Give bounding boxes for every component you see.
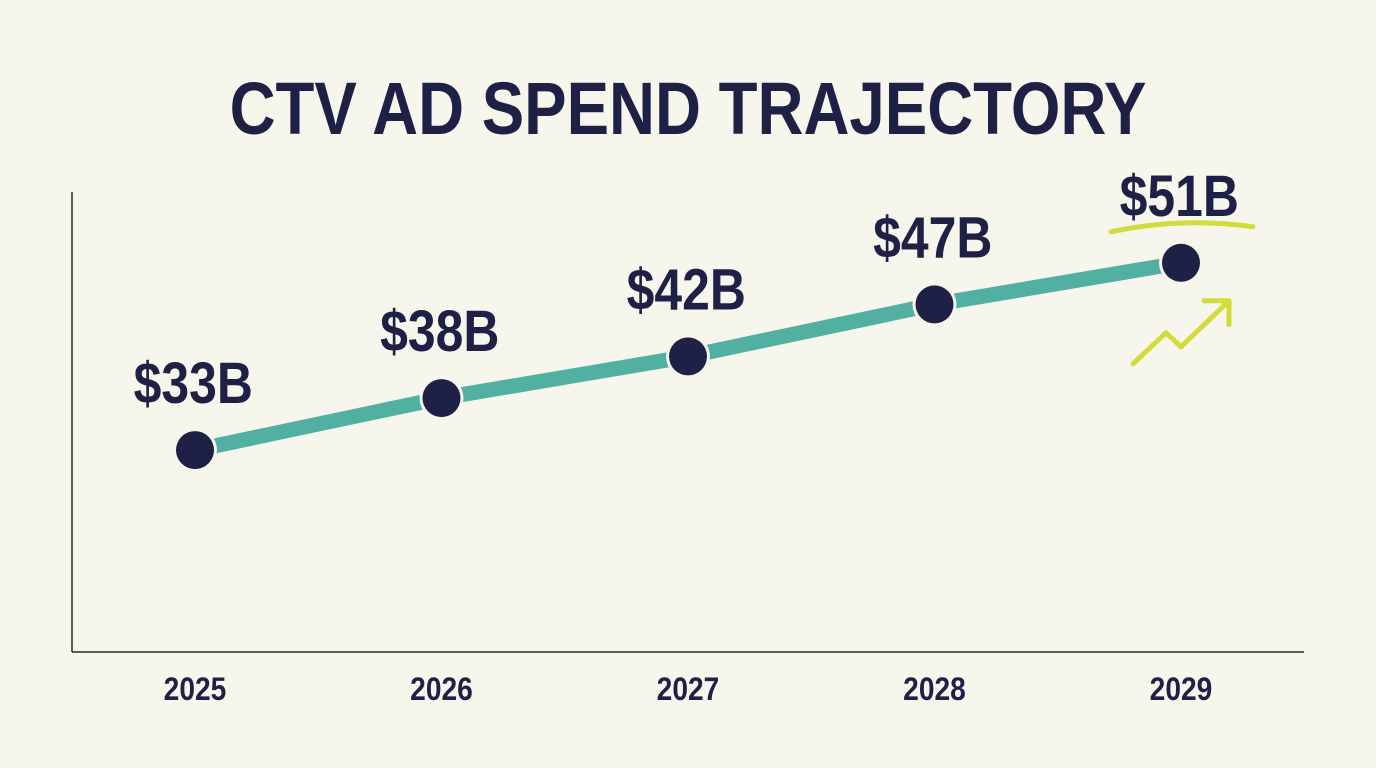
data-label: $47B: [873, 206, 992, 270]
x-tick-label: 2026: [410, 672, 473, 707]
data-point: [1162, 243, 1200, 282]
data-point: [422, 379, 461, 418]
data-label: $38B: [380, 300, 499, 364]
data-point: [669, 337, 707, 376]
trend-arrow-head-icon: [1201, 298, 1232, 328]
data-label: $51B: [1120, 164, 1239, 228]
x-tick-label: 2025: [164, 672, 227, 707]
data-point: [176, 431, 214, 470]
x-tick-label: 2029: [1150, 672, 1213, 707]
highlight-underline: [1108, 220, 1256, 235]
trend-up-arrow-icon: [1130, 298, 1232, 367]
data-label: $42B: [627, 258, 746, 322]
data-point: [915, 285, 954, 324]
data-label: $33B: [134, 352, 253, 416]
x-tick-label: 2027: [657, 672, 720, 707]
x-tick-label: 2028: [903, 672, 966, 707]
series-line-segment: [193, 390, 444, 458]
series-line-segment: [933, 255, 1183, 312]
series-line-segment: [686, 297, 937, 364]
chart-title: CTV AD SPEND TRAJECTORY: [230, 68, 1147, 151]
series-line-segment: [440, 349, 690, 406]
